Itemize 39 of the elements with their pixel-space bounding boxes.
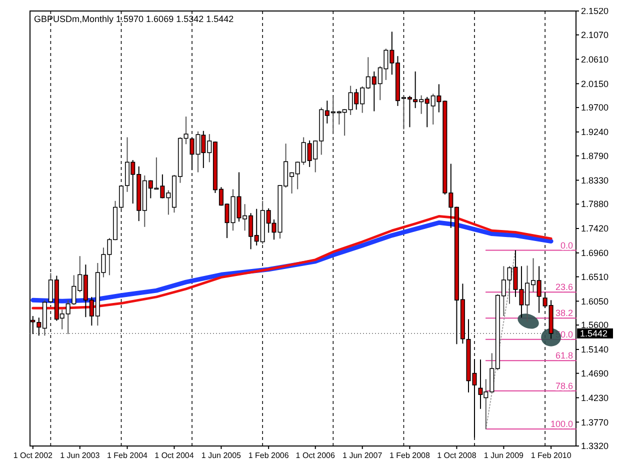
x-tick-label: 1 Oct 2008 <box>437 451 477 460</box>
y-tick-label: 1.8790 <box>581 150 609 161</box>
y-tick-label: 1.4690 <box>581 368 609 378</box>
y-tick-label: 1.4230 <box>581 392 609 403</box>
y-tick-label: 2.0610 <box>581 54 609 64</box>
x-tick-label: 1 Oct 2004 <box>154 451 194 460</box>
y-tick-label: 1.3770 <box>581 417 609 428</box>
x-tick-label: 1 Feb 2008 <box>389 451 431 460</box>
x-tick-label: 1 Jun 2005 <box>201 451 242 460</box>
y-tick-label: 1.3320 <box>581 441 609 452</box>
y-tick-label: 1.8330 <box>581 175 609 186</box>
series-label: 61.8 <box>555 350 573 361</box>
series-label: 78.6 <box>555 380 573 391</box>
x-tick-label: 1 Feb 2010 <box>530 451 572 460</box>
y-tick-label: 1.9700 <box>581 102 609 113</box>
y-tick-label: 2.1520 <box>581 6 609 16</box>
x-tick-label: 1 Jun 2007 <box>342 451 383 460</box>
series-label: 0.0 <box>560 240 573 250</box>
y-tick-label: 2.0150 <box>581 78 609 89</box>
x-tick-label: 1 Oct 2002 <box>13 451 54 460</box>
y-tick-label: 1.9240 <box>581 127 609 138</box>
x-tick-label: 1 Oct 2006 <box>296 451 336 460</box>
x-tick-label: 1 Feb 2004 <box>107 451 148 460</box>
series-label: 23.6 <box>555 282 573 292</box>
y-tick-label: 2.1070 <box>581 30 609 40</box>
x-tick-label: 1 Feb 2006 <box>248 451 290 460</box>
y-tick-label: 1.6510 <box>581 272 609 282</box>
y-tick-label: 1.5140 <box>581 344 609 355</box>
y-tick-label: 1.6050 <box>581 296 609 306</box>
x-tick-label: 1 Jun 2003 <box>60 451 100 460</box>
y-tick-label: 1.5600 <box>581 320 609 330</box>
series-label: 38.2 <box>555 308 573 318</box>
y-tick-label: 1.6960 <box>581 248 609 258</box>
ref-line-label: 1.5442 <box>580 328 608 339</box>
y-tick-label: 1.7420 <box>581 224 609 234</box>
series-label: 100.0 <box>550 419 573 430</box>
chart-title: GBPUSDm,Monthly 1.5970 1.6069 1.5342 1.5442 <box>34 14 234 24</box>
x-tick-label: 1 Jun 2009 <box>484 451 524 460</box>
y-tick-label: 1.7880 <box>581 199 609 210</box>
